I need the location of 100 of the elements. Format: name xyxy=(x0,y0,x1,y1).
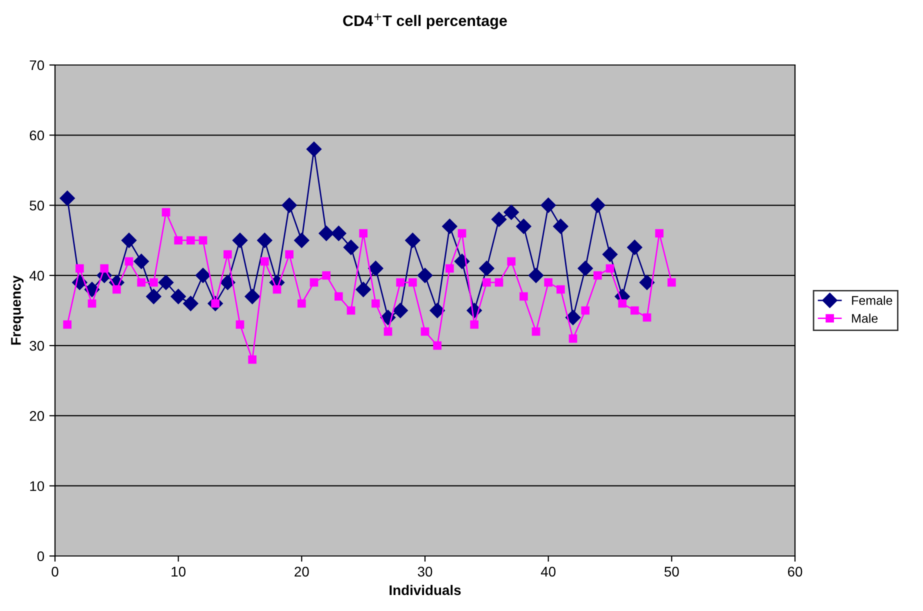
point xyxy=(454,254,470,269)
point xyxy=(272,285,282,294)
point xyxy=(528,268,544,283)
point xyxy=(507,257,516,266)
point xyxy=(405,232,420,248)
y-tick-label: 0 xyxy=(37,551,44,562)
point xyxy=(112,285,121,294)
point xyxy=(430,302,445,318)
x-axis-title: Individuals xyxy=(390,584,461,596)
point xyxy=(639,274,655,290)
y-tick-label: 10 xyxy=(30,481,44,492)
point xyxy=(504,204,519,220)
point xyxy=(470,320,478,329)
point xyxy=(137,278,146,287)
point xyxy=(420,327,430,336)
point xyxy=(158,274,174,290)
point xyxy=(627,240,642,255)
point xyxy=(368,260,384,276)
point xyxy=(260,257,269,266)
point xyxy=(553,218,568,234)
point xyxy=(494,278,504,287)
point xyxy=(540,198,556,213)
x-tick-label: 40 xyxy=(540,566,556,577)
point xyxy=(244,288,260,304)
point xyxy=(590,198,606,213)
point xyxy=(408,278,417,287)
legend-label: Female xyxy=(852,296,892,305)
point xyxy=(556,285,565,294)
point xyxy=(446,264,454,273)
point xyxy=(306,142,322,157)
point xyxy=(88,299,96,308)
point xyxy=(198,236,208,245)
y-tick-label: 40 xyxy=(29,270,44,281)
y-axis-title: Frequency xyxy=(11,275,24,345)
point xyxy=(298,299,306,308)
point xyxy=(417,268,433,283)
point xyxy=(356,282,371,298)
y-tick-label: 30 xyxy=(30,340,44,351)
point xyxy=(396,278,404,287)
point xyxy=(568,334,578,343)
point xyxy=(630,306,639,315)
point xyxy=(479,260,494,276)
point xyxy=(384,327,392,336)
point xyxy=(170,288,186,304)
point xyxy=(565,310,581,326)
x-tick-label: 20 xyxy=(294,566,309,577)
point xyxy=(257,232,272,248)
y-tick-label: 60 xyxy=(30,130,44,140)
point xyxy=(60,190,75,206)
point xyxy=(100,264,108,273)
point xyxy=(134,254,149,269)
point xyxy=(618,299,626,308)
chart-title: CD4$^{+}$T cell percentage xyxy=(343,13,507,30)
point xyxy=(442,218,458,234)
point xyxy=(220,274,236,290)
point xyxy=(76,264,84,273)
y-tick-label: 70 xyxy=(30,60,44,70)
point xyxy=(602,246,618,262)
point xyxy=(359,229,368,238)
legend-label: Male xyxy=(852,314,878,323)
point xyxy=(121,232,137,248)
x-tick-label: 30 xyxy=(418,566,432,577)
point xyxy=(668,278,676,287)
point xyxy=(248,355,256,364)
point xyxy=(516,218,532,234)
point xyxy=(232,232,248,248)
point xyxy=(606,264,614,273)
point xyxy=(491,212,507,227)
point xyxy=(346,306,356,315)
y-tick-label: 50 xyxy=(30,200,44,210)
x-tick-label: 0 xyxy=(52,566,58,577)
point xyxy=(655,229,664,238)
point xyxy=(150,278,158,287)
point xyxy=(594,271,602,280)
point xyxy=(285,250,294,259)
point xyxy=(578,260,593,276)
point xyxy=(581,306,590,315)
y-tick-label: 20 xyxy=(30,411,44,421)
point xyxy=(331,226,346,241)
x-tick-label: 10 xyxy=(172,566,186,577)
point xyxy=(343,240,359,255)
point xyxy=(372,299,380,308)
point xyxy=(63,320,72,329)
point xyxy=(162,208,170,216)
point xyxy=(318,226,334,241)
point xyxy=(433,341,442,350)
point xyxy=(146,288,162,304)
point xyxy=(236,320,244,329)
point xyxy=(334,292,343,301)
point xyxy=(195,268,211,283)
point xyxy=(392,302,408,318)
point xyxy=(282,198,297,213)
point xyxy=(520,292,528,301)
x-tick-label: 50 xyxy=(664,566,679,577)
point xyxy=(186,236,195,245)
point xyxy=(310,278,318,287)
point xyxy=(532,327,540,336)
point xyxy=(482,278,491,287)
point xyxy=(224,250,232,259)
point xyxy=(642,313,652,322)
